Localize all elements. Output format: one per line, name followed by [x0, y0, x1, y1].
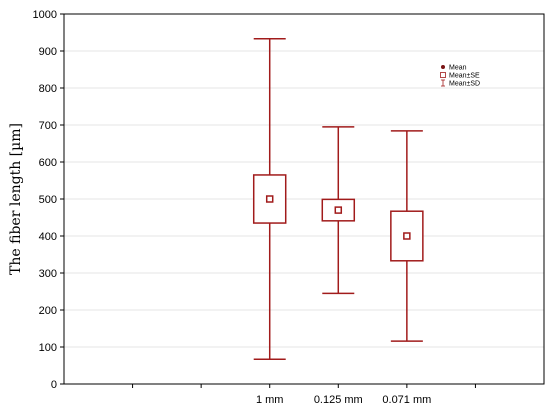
x-tick-label: 0.125 mm — [314, 394, 363, 406]
y-tick-label: 800 — [39, 83, 57, 95]
legend-mean-marker — [441, 65, 445, 69]
y-tick-label: 400 — [39, 231, 57, 243]
x-axis: 1 mm 0.125 mm 0.071 mm — [132, 384, 476, 406]
legend-mean-label: Mean — [449, 65, 467, 72]
x-tick-label: 0.071 mm — [382, 394, 431, 406]
x-tick-label: 1 mm — [256, 394, 284, 406]
mean-marker — [265, 195, 274, 203]
y-tick-label: 100 — [39, 342, 57, 354]
box-group — [390, 130, 424, 342]
mean-marker — [334, 206, 343, 214]
mean-marker — [403, 232, 411, 240]
y-tick-label: 1000 — [33, 9, 57, 21]
y-tick-label: 600 — [39, 157, 57, 169]
legend-se-label: Mean±SE — [449, 73, 480, 80]
y-tick-label: 500 — [39, 194, 57, 206]
box-group — [252, 38, 287, 360]
legend-se-marker — [440, 72, 446, 78]
y-tick-label: 700 — [39, 120, 57, 132]
y-axis: 0 100 200 300 400 500 600 700 800 900 1000 — [33, 9, 64, 391]
data-series — [252, 38, 424, 360]
legend-sd-marker — [441, 79, 445, 87]
legend-sd-label: Mean±SD — [449, 81, 480, 88]
y-tick-label: 0 — [51, 379, 57, 391]
box-group — [321, 126, 356, 295]
y-axis-title: The fiber length [µm] — [8, 123, 24, 275]
y-tick-label: 300 — [39, 268, 57, 280]
legend: Mean Mean±SE Mean±SD — [440, 65, 480, 88]
y-tick-label: 200 — [39, 305, 57, 317]
gridlines — [64, 50, 544, 348]
y-tick-label: 900 — [39, 46, 57, 58]
